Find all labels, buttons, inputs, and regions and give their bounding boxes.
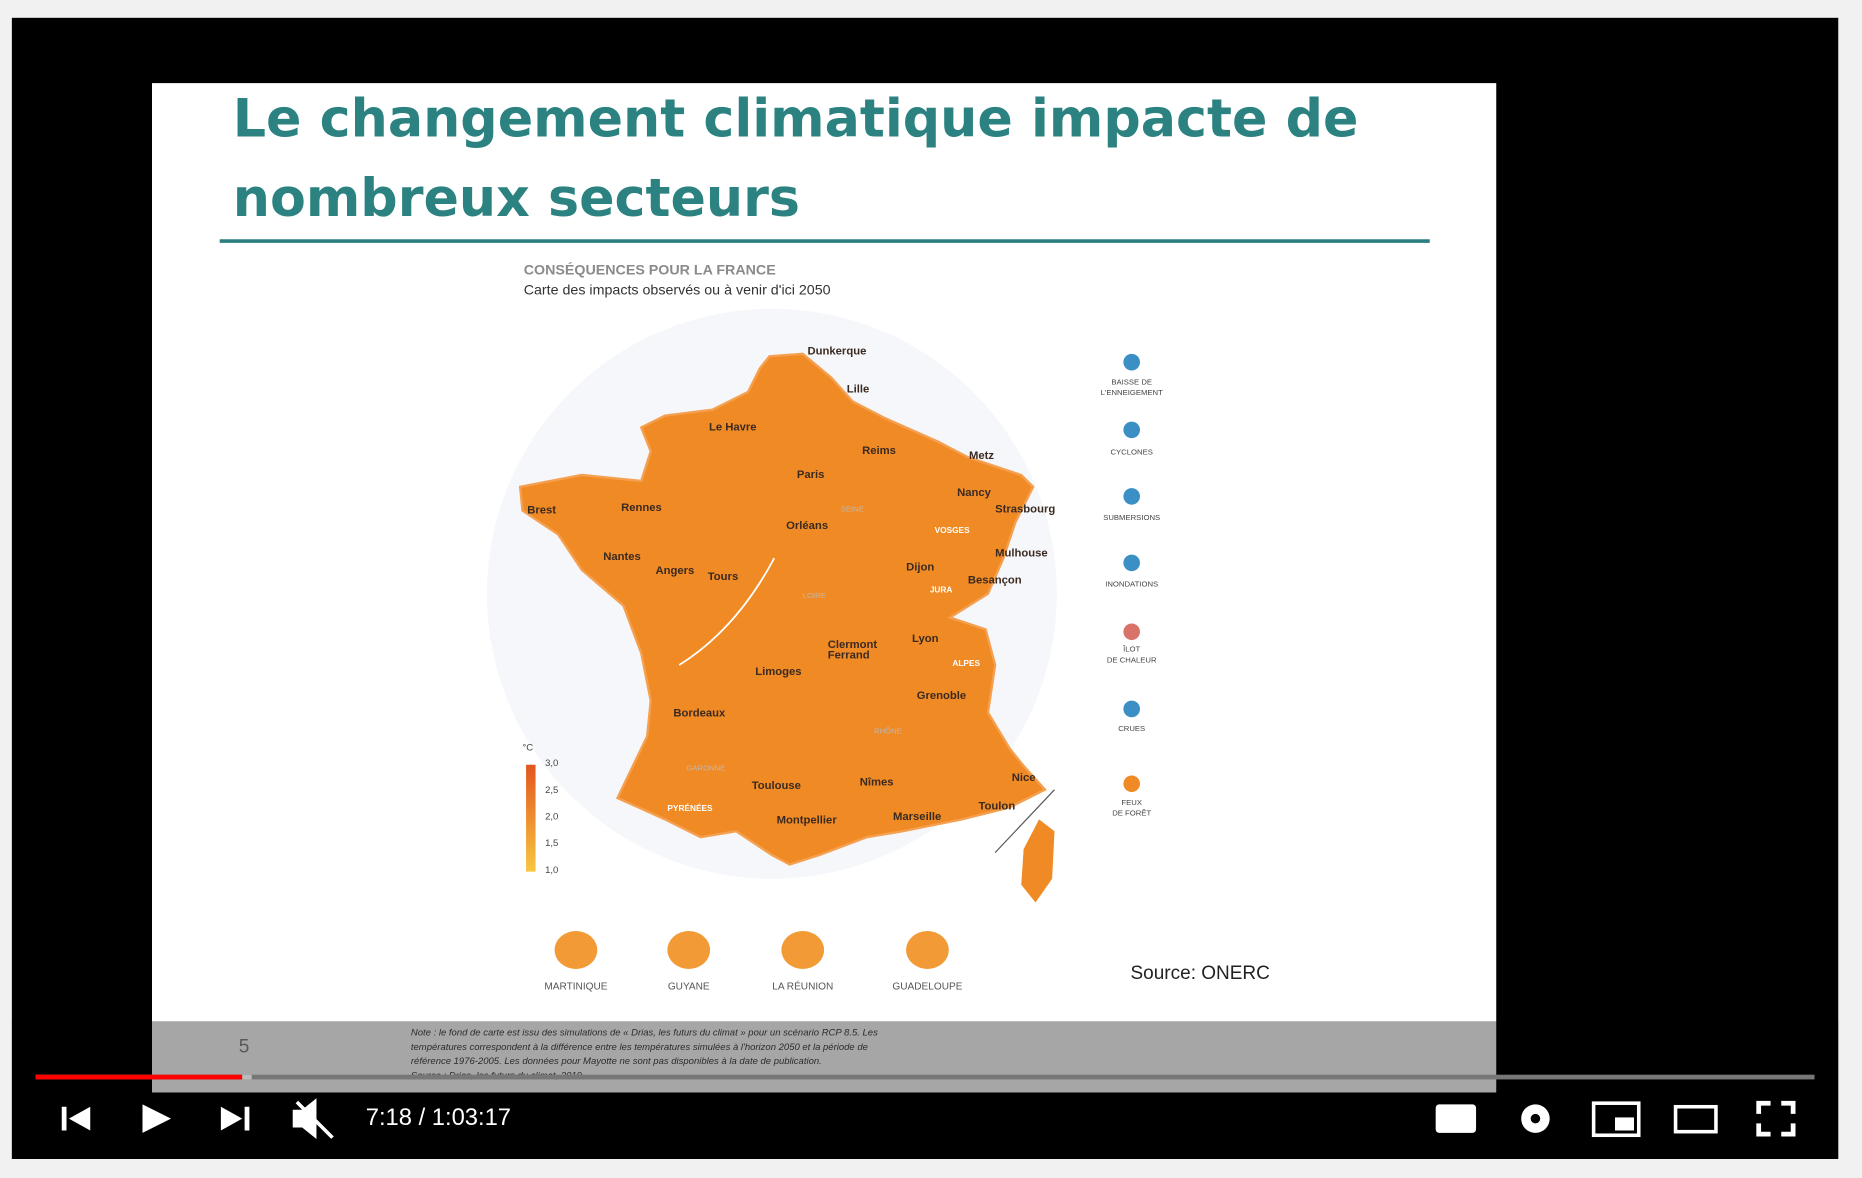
legend-icon	[1123, 775, 1140, 793]
mountain-label: PYRÉNÉES	[667, 803, 713, 813]
progress-buffered	[242, 1074, 252, 1080]
territory-label: GUYANE	[668, 981, 710, 992]
mountain-label: JURA	[930, 584, 953, 594]
city-label: Nantes	[603, 551, 641, 563]
legend-icon	[1123, 353, 1140, 371]
river-label: RHÔNE	[874, 727, 902, 736]
legend-label: L'ENNEIGEMENT	[1101, 388, 1164, 397]
city-label: Reims	[862, 445, 896, 457]
temperature-scale	[526, 764, 536, 872]
next-button[interactable]	[220, 1106, 250, 1131]
note-line: référence 1976-2005. Les données pour Ma…	[411, 1056, 822, 1067]
city-label: Brest	[527, 505, 556, 517]
time-display: 7:18 / 1:03:17	[366, 1104, 511, 1131]
settings-hole	[1530, 1113, 1541, 1124]
city-label: Toulouse	[752, 780, 801, 792]
legend-label: DE FORÊT	[1112, 808, 1151, 817]
city-label: Rennes	[621, 502, 662, 514]
city-label: Grenoble	[917, 690, 966, 702]
city-label: Tours	[708, 571, 738, 583]
note-line: Note : le fond de carte est issu des sim…	[411, 1028, 878, 1039]
city-label: Strasbourg	[995, 503, 1055, 515]
territory-label: GUADELOUPE	[892, 981, 962, 992]
scale-tick-label: 3,0	[545, 758, 558, 769]
subtitles-button[interactable]	[1435, 1104, 1477, 1133]
legend-icon	[1123, 488, 1140, 505]
previous-button[interactable]	[61, 1106, 91, 1131]
controls-gradient	[11, 1021, 1839, 1159]
city-label: Angers	[656, 565, 695, 577]
territory-label: MARTINIQUE	[544, 981, 607, 992]
legend-label: DE CHALEUR	[1107, 655, 1157, 664]
legend-label: ÎLOT	[1122, 645, 1140, 654]
miniplayer-inner	[1615, 1117, 1634, 1131]
river-label: LOIRE	[803, 591, 826, 600]
city-label: Dijon	[906, 562, 934, 574]
city-label: Limoges	[755, 666, 801, 678]
territory-shape	[667, 931, 711, 969]
play-button[interactable]	[142, 1104, 172, 1133]
legend-icon	[1123, 623, 1140, 641]
miniplayer-button[interactable]	[1591, 1101, 1641, 1138]
progress-played	[35, 1074, 243, 1080]
city-label: Bordeaux	[673, 708, 726, 720]
legend-label: SUBMERSIONS	[1103, 513, 1160, 522]
city-label: Dunkerque	[808, 345, 867, 357]
scale-tick-label: 2,0	[545, 812, 558, 823]
scale-tick-label: 1,5	[545, 838, 558, 849]
legend-icon	[1123, 700, 1140, 718]
map-heading: CONSÉQUENCES POUR LA FRANCE	[524, 262, 776, 279]
city-label: Toulon	[979, 800, 1016, 812]
city-label: Nîmes	[860, 777, 894, 789]
scale-unit: °C	[523, 743, 534, 754]
city-label: Nancy	[957, 487, 992, 499]
territory-shape	[906, 931, 949, 969]
mountain-label: ALPES	[952, 658, 980, 668]
france-map	[518, 352, 1047, 866]
city-label: Lille	[847, 383, 870, 395]
legend-label: FEUX	[1121, 798, 1142, 807]
city-label: Lyon	[912, 633, 939, 645]
city-label: Marseille	[893, 811, 941, 823]
city-label: Clermont	[828, 639, 878, 651]
city-label: Metz	[969, 450, 994, 462]
city-label: Paris	[797, 469, 825, 481]
city-label: Ferrand	[828, 649, 870, 661]
legend-label: CRUES	[1118, 724, 1145, 733]
fullscreen-button[interactable]	[1756, 1100, 1796, 1137]
territory-shape	[554, 931, 598, 969]
theater-button[interactable]	[1673, 1104, 1718, 1134]
city-label: Besançon	[968, 575, 1022, 587]
city-label: Le Havre	[709, 421, 757, 433]
river-label: SEINE	[841, 504, 864, 513]
source: Source: ONERC	[1131, 963, 1270, 984]
city-label: Montpellier	[777, 815, 838, 827]
legend-icon	[1123, 554, 1140, 572]
city-label: Nice	[1012, 772, 1036, 784]
slide-title: Le changement climatique impacte de	[233, 89, 1359, 149]
progress-track[interactable]	[35, 1074, 1815, 1080]
city-label: Orléans	[786, 520, 828, 532]
slide-title: nombreux secteurs	[233, 169, 800, 229]
territory-label: LA RÉUNION	[772, 979, 833, 992]
city-label: Mulhouse	[995, 547, 1048, 559]
legend-icon	[1123, 421, 1140, 439]
mountain-label: VOSGES	[935, 525, 971, 535]
inset-divider	[994, 789, 1055, 854]
arrow	[678, 557, 776, 666]
scale-tick-label: 2,5	[545, 785, 558, 796]
corsica	[1021, 819, 1055, 903]
controls: 7:18 / 1:03:17	[61, 1098, 1796, 1139]
legend-label: CYCLONES	[1110, 447, 1152, 456]
legend-label: BAISSE DE	[1111, 377, 1152, 386]
legend-label: INONDATIONS	[1105, 579, 1158, 588]
mute-button[interactable]	[292, 1098, 334, 1139]
scale-tick-label: 1,0	[545, 865, 558, 876]
river-label: GARONNE	[686, 763, 725, 772]
page-number: 5	[239, 1036, 250, 1057]
map-subtitle: Carte des impacts observés ou à venir d'…	[524, 283, 831, 299]
territory-shape	[781, 931, 825, 969]
note-line: températures correspondent à la différen…	[411, 1042, 868, 1053]
